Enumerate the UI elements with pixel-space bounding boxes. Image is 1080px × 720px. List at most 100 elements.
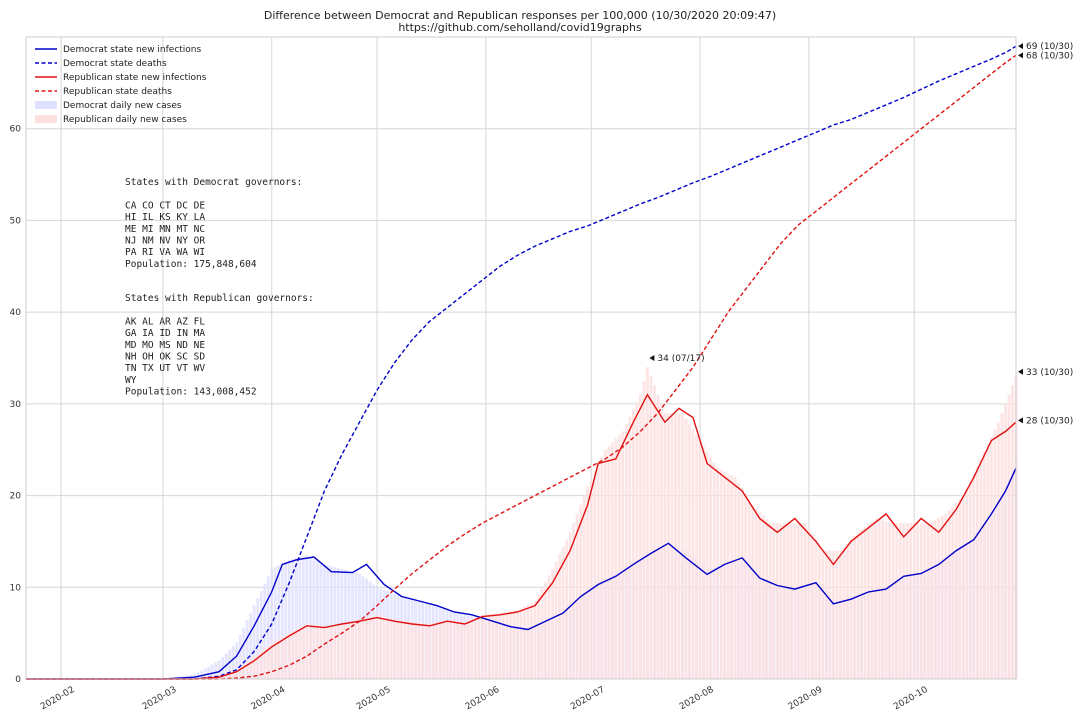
- daily-case-bar: [821, 550, 825, 679]
- daily-case-bar: [266, 645, 270, 679]
- daily-case-bar: [803, 523, 807, 679]
- daily-case-bar: [614, 438, 618, 679]
- annotation-label: 34 (07/17): [657, 354, 704, 364]
- daily-case-bar: [277, 638, 281, 679]
- daily-case-bar: [315, 625, 319, 679]
- daily-case-bar: [217, 660, 221, 679]
- daily-case-bar: [758, 512, 762, 679]
- daily-case-bar: [530, 602, 533, 679]
- daily-case-bar: [617, 435, 621, 679]
- daily-case-bar: [979, 458, 983, 679]
- x-tick-label: 2020-04: [250, 685, 288, 713]
- daily-case-bar: [856, 532, 860, 679]
- daily-case-bar: [242, 627, 246, 679]
- daily-case-bar: [681, 413, 684, 679]
- state-text-line: States with Democrat governors:: [125, 177, 302, 188]
- daily-case-bar: [498, 612, 502, 679]
- daily-case-bar: [354, 620, 358, 679]
- daily-case-bar: [1011, 385, 1014, 679]
- daily-case-bar: [235, 669, 239, 679]
- daily-case-bar: [379, 615, 382, 679]
- daily-case-bar: [846, 543, 849, 679]
- daily-case-bar: [923, 523, 927, 679]
- daily-case-bar: [477, 616, 481, 679]
- daily-case-bar: [526, 604, 530, 679]
- daily-case-bar: [705, 451, 709, 679]
- daily-case-bar: [853, 535, 856, 679]
- daily-case-bar: [642, 380, 646, 679]
- daily-case-bar: [203, 668, 207, 679]
- y-tick-label: 50: [10, 216, 22, 226]
- state-text-line: WY: [125, 375, 137, 386]
- daily-case-bar: [393, 619, 397, 679]
- daily-case-bar: [800, 523, 804, 679]
- daily-case-bar: [414, 622, 418, 679]
- daily-case-bar: [291, 558, 295, 679]
- daily-case-bar: [284, 634, 288, 679]
- daily-case-bar: [214, 662, 217, 679]
- daily-case-bar: [330, 625, 333, 679]
- daily-case-bar: [919, 523, 923, 679]
- daily-case-bar: [786, 523, 790, 679]
- daily-case-bar: [649, 376, 653, 679]
- daily-case-bar: [793, 523, 797, 679]
- legend-label: Democrat state new infections: [63, 45, 202, 55]
- daily-case-bar: [403, 621, 407, 679]
- daily-case-bar: [519, 608, 523, 679]
- daily-case-bar: [645, 367, 649, 679]
- daily-case-bar: [326, 626, 330, 679]
- daily-case-bar: [340, 623, 344, 679]
- daily-case-bar: [235, 642, 239, 679]
- daily-case-bar: [726, 473, 730, 679]
- daily-case-bar: [459, 621, 463, 679]
- daily-case-bar: [417, 622, 421, 679]
- daily-case-bar: [653, 385, 656, 679]
- daily-case-bar: [575, 513, 579, 679]
- daily-case-bar: [256, 653, 260, 679]
- daily-case-bar: [502, 612, 505, 679]
- daily-case-bar: [684, 418, 688, 679]
- daily-case-bar: [810, 534, 814, 679]
- daily-case-bar: [270, 642, 274, 679]
- daily-case-bar: [775, 523, 779, 679]
- daily-case-bar: [789, 523, 793, 679]
- daily-case-bar: [428, 623, 432, 679]
- daily-case-bar: [291, 631, 295, 679]
- daily-case-bar: [319, 562, 323, 679]
- daily-case-bar: [540, 588, 544, 679]
- daily-case-bar: [323, 564, 326, 679]
- daily-case-bar: [740, 488, 744, 679]
- y-tick-label: 30: [10, 400, 22, 410]
- annotation-label: 68 (10/30): [1026, 51, 1073, 61]
- daily-case-bar: [688, 424, 691, 679]
- daily-case-bar: [730, 475, 734, 679]
- daily-case-bar: [456, 621, 460, 679]
- daily-case-bar: [523, 606, 526, 679]
- daily-case-bar: [396, 619, 400, 679]
- daily-case-bar: [835, 550, 839, 679]
- daily-case-bar: [470, 619, 474, 679]
- daily-case-bar: [677, 413, 681, 679]
- annotation-arrow: [1018, 52, 1023, 59]
- y-tick-label: 20: [10, 492, 22, 502]
- daily-case-bar: [256, 598, 260, 679]
- daily-case-bar: [912, 523, 916, 679]
- daily-case-bar: [874, 518, 877, 679]
- daily-case-bar: [898, 523, 902, 679]
- state-text-line: NH OH OK SC SD: [125, 352, 205, 363]
- daily-case-bar: [993, 429, 997, 679]
- daily-case-bar: [621, 431, 625, 679]
- daily-case-bar: [761, 515, 765, 679]
- daily-case-bar: [754, 508, 758, 679]
- daily-case-bar: [828, 550, 832, 679]
- daily-case-bar: [305, 623, 309, 679]
- daily-case-bar: [579, 504, 583, 679]
- daily-case-bar: [832, 550, 835, 679]
- daily-case-bar: [1007, 394, 1011, 679]
- daily-case-bar: [603, 449, 607, 679]
- legend-label: Democrat daily new cases: [63, 101, 182, 111]
- daily-case-bar: [751, 504, 755, 679]
- daily-case-bar: [916, 523, 920, 679]
- daily-case-bar: [772, 523, 776, 679]
- daily-case-bar: [365, 617, 368, 679]
